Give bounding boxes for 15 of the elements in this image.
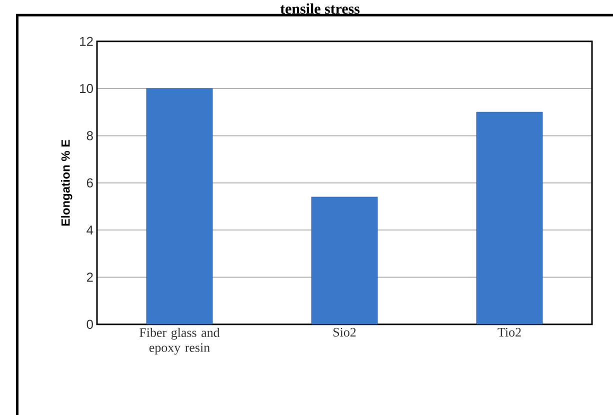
y-tick-label: 6 — [86, 178, 93, 188]
x-tick-label: Tio2 — [498, 328, 521, 336]
y-tick-label: 0 — [86, 320, 93, 329]
bar — [476, 112, 543, 324]
y-tick-label: 4 — [86, 225, 94, 234]
y-axis-title: Elongation % E — [61, 140, 72, 226]
chart-title: tensile stress — [280, 3, 360, 14]
bar — [146, 88, 213, 324]
y-tick-label: 10 — [80, 84, 93, 93]
x-tick-label: Fiber glass and epoxy resin — [140, 328, 220, 354]
y-tick-label: 2 — [86, 272, 93, 282]
x-tick-label: Sio2 — [333, 328, 356, 336]
bar — [311, 196, 378, 324]
y-tick-label: 12 — [80, 36, 93, 46]
y-tick-label: 8 — [86, 130, 93, 140]
